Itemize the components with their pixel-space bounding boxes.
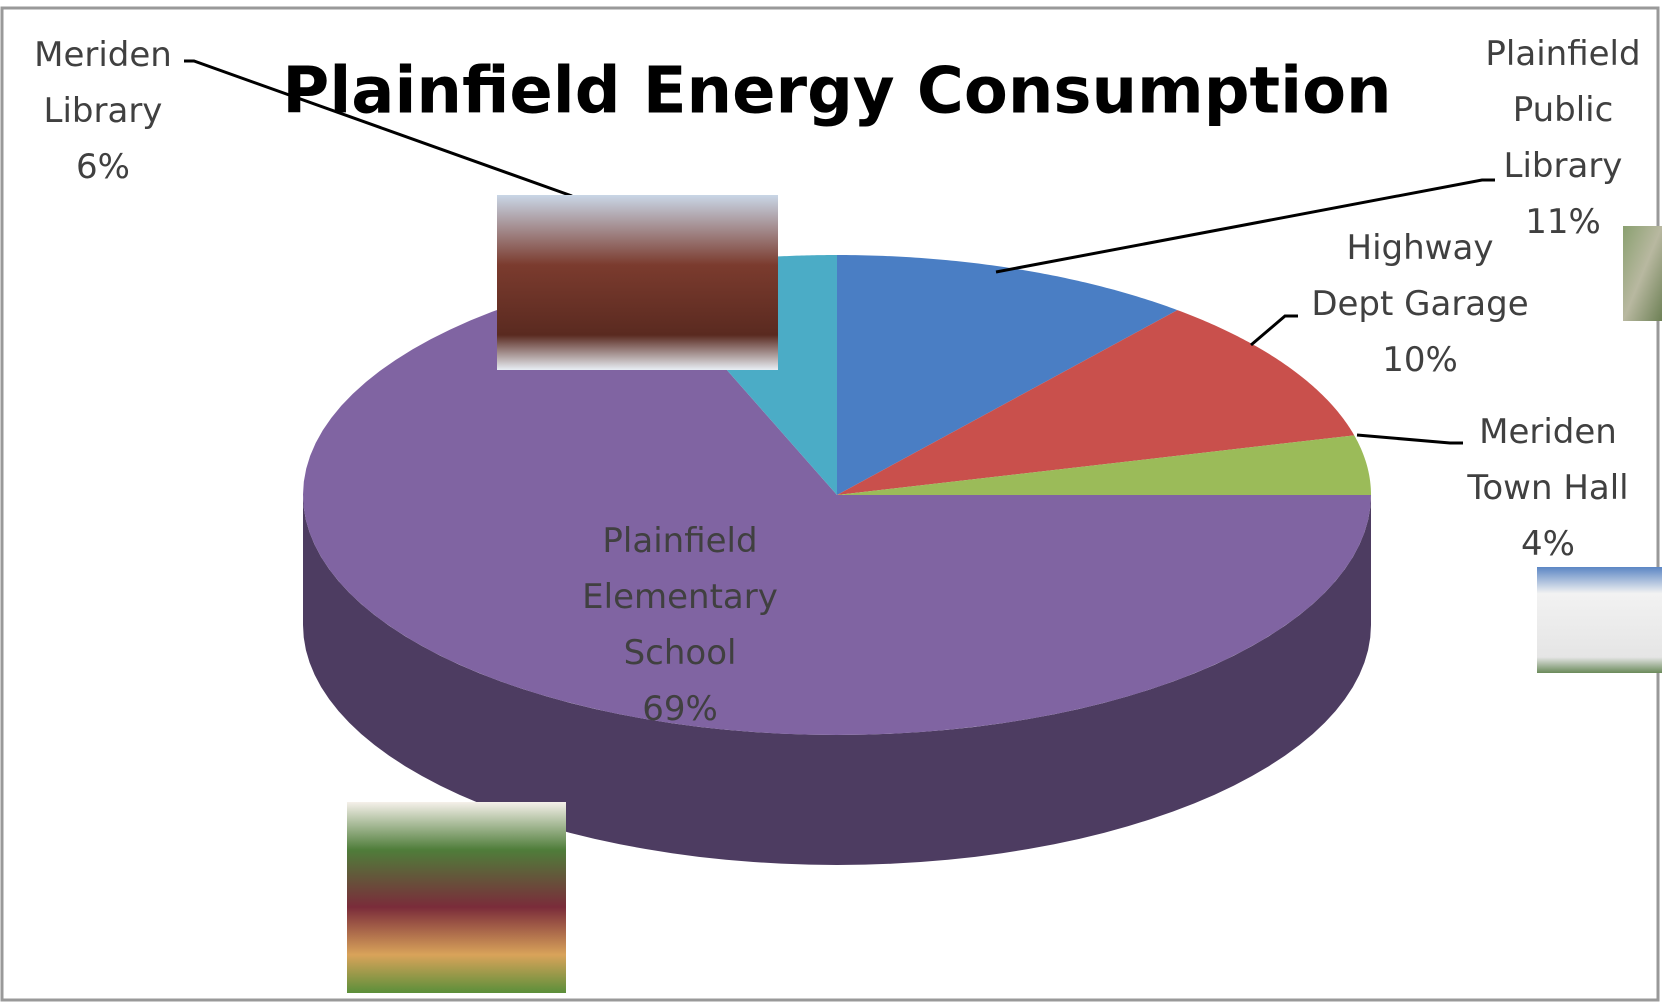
data-label: Highway Dept Garage 10%	[1305, 220, 1535, 388]
photo	[347, 802, 566, 993]
photo	[1623, 226, 1662, 321]
leader-line	[995, 178, 1495, 274]
slice	[837, 435, 1371, 495]
leader-lines	[184, 59, 1495, 445]
value-label: 11%	[1525, 202, 1601, 242]
leader-line	[184, 59, 573, 198]
chart-title: Plainfield Energy Consumption	[282, 55, 1391, 129]
photo	[497, 195, 778, 370]
value-label: 10%	[1382, 340, 1458, 380]
data-label: Meriden Town Hall 4%	[1463, 404, 1633, 572]
data-label: Plainfield Public Library 11%	[1478, 26, 1648, 250]
photo	[1537, 567, 1662, 673]
value-label: 6%	[76, 147, 130, 187]
data-label: Meriden Library 6%	[18, 27, 188, 195]
category-label: Meriden Library	[34, 35, 172, 131]
slice	[303, 271, 1371, 735]
value-label: 4%	[1521, 524, 1575, 564]
slice	[837, 310, 1355, 495]
category-label: Highway Dept Garage	[1311, 228, 1529, 324]
pie	[303, 255, 1371, 865]
leader-line	[1356, 433, 1463, 445]
slice	[837, 255, 1178, 495]
slice-side	[303, 495, 1371, 865]
category-label: Plainfield Elementary School	[582, 521, 778, 673]
category-label: Plainfield Public Library	[1485, 34, 1641, 186]
data-label: Plainfield Elementary School 69%	[565, 513, 795, 737]
category-label: Meriden Town Hall	[1467, 412, 1629, 508]
frame	[0, 6, 1660, 1002]
value-label: 69%	[642, 689, 718, 729]
leader-line	[1250, 314, 1298, 347]
